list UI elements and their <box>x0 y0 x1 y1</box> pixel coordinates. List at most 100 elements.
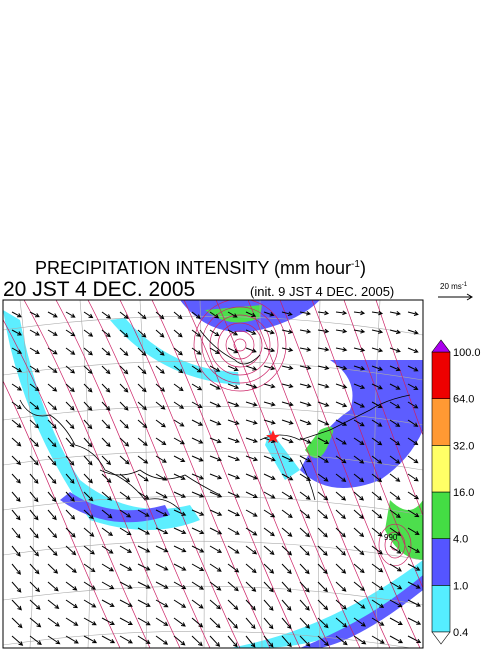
wind-arrow <box>299 545 310 556</box>
wind-arrow <box>119 545 133 553</box>
colorbar: 0.4 1.0 4.0 16.0 32.0 64.0 100.0 <box>431 339 481 645</box>
wind-arrow <box>47 347 58 355</box>
wind-arrow <box>119 311 129 319</box>
wind-arrow <box>47 455 57 466</box>
wind-arrow <box>11 545 21 557</box>
wind-arrow <box>299 599 310 611</box>
wind-arrow <box>353 545 365 556</box>
wind-arrow <box>29 419 40 429</box>
wind-arrow <box>29 617 42 628</box>
wind-arrow <box>155 617 169 626</box>
wind-arrow <box>335 419 348 426</box>
wind-arrow <box>29 437 39 447</box>
wind-arrow <box>389 509 401 518</box>
wind-arrow <box>47 365 58 374</box>
isobar <box>311 300 423 589</box>
isobar <box>225 330 255 360</box>
wind-arrow <box>263 527 275 537</box>
wind-arrow <box>173 401 185 409</box>
wind-arrow <box>335 563 347 574</box>
wind-vectors <box>11 310 422 648</box>
wind-arrow <box>137 437 148 446</box>
wind-arrow <box>407 635 422 644</box>
wind-arrow <box>155 455 167 463</box>
wind-arrow <box>155 527 169 535</box>
wind-arrow <box>407 509 420 518</box>
title: PRECIPITATION INTENSITY (mm hour-1) <box>35 258 366 278</box>
isobar <box>279 300 421 648</box>
wind-arrow <box>245 635 256 648</box>
wind-arrow <box>191 329 202 337</box>
wind-arrow <box>407 599 421 607</box>
isobar <box>247 300 391 648</box>
wind-arrow <box>371 599 385 608</box>
wind-arrow <box>137 473 149 482</box>
wind-arrow <box>191 509 205 516</box>
wind-arrow <box>155 419 166 428</box>
wind-arrow <box>389 545 402 554</box>
wind-arrow <box>83 365 93 374</box>
pressure-contours <box>3 300 423 648</box>
wind-arrow <box>47 419 57 429</box>
wind-arrow <box>119 347 129 356</box>
isobar <box>23 300 181 648</box>
isobar <box>209 314 271 376</box>
wind-arrow <box>209 545 223 553</box>
wind-arrow <box>299 563 310 575</box>
wind-arrow <box>245 491 258 499</box>
wind-arrow <box>335 365 348 371</box>
wind-arrow <box>371 365 384 371</box>
isobar <box>217 322 263 368</box>
wind-arrow <box>335 401 348 408</box>
wind-arrow <box>371 455 383 464</box>
wind-arrow <box>371 329 384 334</box>
wind-arrow <box>389 383 401 390</box>
wind-arrow <box>47 599 60 610</box>
wind-arrow <box>191 383 203 391</box>
wind-arrow <box>227 311 238 318</box>
parallel <box>3 315 423 336</box>
wind-arrow <box>65 635 79 644</box>
wind-arrow <box>245 563 257 574</box>
wind-arrow <box>83 401 93 411</box>
wind-arrow <box>173 311 183 320</box>
wind-arrow <box>389 527 402 536</box>
wind-arrow <box>119 491 131 500</box>
meridian <box>139 300 148 648</box>
colorbar-segment <box>431 351 451 399</box>
colorbar-label: 16.0 <box>453 487 474 499</box>
wind-arrow <box>335 310 348 316</box>
wind-arrow <box>281 617 292 630</box>
wind-arrow <box>83 545 95 555</box>
wind-arrow <box>407 473 419 482</box>
wind-arrow <box>299 509 311 519</box>
wind-arrow <box>209 473 223 480</box>
wind-arrow <box>137 617 151 626</box>
wind-arrow <box>317 437 330 444</box>
wind-arrow <box>191 617 204 628</box>
wind-arrow <box>281 491 294 500</box>
wind-arrow <box>209 329 220 337</box>
wind-arrow <box>317 599 329 611</box>
wind-arrow <box>281 311 293 317</box>
wind-arrow <box>227 599 239 611</box>
wind-arrow <box>173 347 183 356</box>
wind-arrow <box>299 473 312 481</box>
wind-arrow <box>209 383 221 390</box>
wind-arrow <box>65 545 77 556</box>
wind-arrow <box>335 437 347 445</box>
wind-arrow <box>191 581 204 590</box>
wind-arrow <box>47 473 57 484</box>
wind-arrow <box>353 581 366 592</box>
wind-arrow <box>101 437 111 448</box>
wind-arrow <box>101 527 114 537</box>
wind-arrow <box>191 419 204 426</box>
wind-arrow <box>227 419 240 425</box>
wind-arrow <box>317 455 329 463</box>
wind-arrow <box>101 599 115 607</box>
wind-arrow <box>245 401 258 407</box>
parallel <box>3 495 423 516</box>
isobar <box>378 523 412 567</box>
wind-arrow <box>101 509 113 519</box>
wind-arrow <box>83 473 93 484</box>
